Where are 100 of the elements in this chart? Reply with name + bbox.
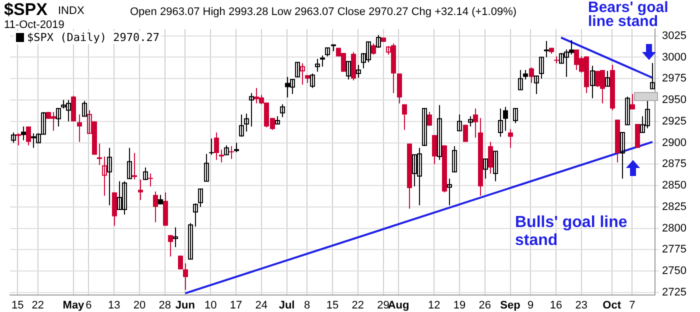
candlestick <box>234 142 239 153</box>
x-tick-label: 15 <box>326 300 339 312</box>
x-tick-label: 20 <box>133 300 146 312</box>
y-tick-label: 3000 <box>662 51 686 64</box>
candlestick <box>239 114 244 138</box>
candlestick <box>437 104 442 160</box>
candlestick <box>224 144 229 156</box>
candlestick <box>102 156 107 196</box>
candlestick <box>310 72 315 89</box>
candlestick <box>447 178 452 206</box>
x-tick-label: 29 <box>377 300 390 312</box>
annotation: Bulls' goal line stand <box>515 214 628 250</box>
candlestick <box>56 108 61 128</box>
candlestick <box>204 153 209 182</box>
candlestick <box>300 62 305 86</box>
annotation: Bears' goal line stand <box>588 0 670 30</box>
candlestick <box>198 188 203 208</box>
candlestick <box>153 191 158 223</box>
candlestick <box>513 108 518 124</box>
y-tick-label: 2775 <box>662 244 686 256</box>
x-tick-label: 12 <box>428 300 440 312</box>
candlestick <box>432 134 437 165</box>
candlestick <box>295 62 300 78</box>
y-tick-label: 2950 <box>662 94 686 106</box>
candlestick <box>26 126 31 146</box>
candlestick <box>402 104 407 130</box>
x-tick-label: 19 <box>453 300 466 312</box>
candlestick <box>244 113 249 132</box>
candlestick <box>452 146 457 172</box>
candlestick <box>209 138 214 156</box>
candlestick <box>488 141 493 174</box>
candlestick <box>356 64 361 78</box>
y-tick-label: 2925 <box>662 115 686 128</box>
legend-label: $SPX (Daily) 2970.27 <box>27 31 160 44</box>
candlestick <box>468 116 473 128</box>
x-tick-label: 22 <box>352 300 364 312</box>
candlestick <box>590 65 595 99</box>
candlestick <box>148 173 153 187</box>
candlestick <box>193 202 198 228</box>
candlestick <box>112 192 117 226</box>
y-tick-label: 2975 <box>662 72 686 85</box>
x-tick-label: 24 <box>255 300 268 312</box>
candlestick <box>503 106 508 132</box>
x-tick-label: 7 <box>629 300 636 312</box>
chart-subtitle: INDX <box>58 5 84 17</box>
x-tick-label: 17 <box>230 300 242 312</box>
candlestick <box>498 108 503 138</box>
candlestick <box>483 158 488 180</box>
y-tick-label: 3025 <box>662 30 686 42</box>
y-tick-label: 2725 <box>662 286 686 298</box>
x-tick-label: 16 <box>550 300 562 312</box>
candlestick <box>16 132 21 146</box>
candlestick <box>473 108 478 138</box>
x-tick-label: May <box>62 300 86 312</box>
candlestick <box>523 70 528 80</box>
candlestick <box>346 61 351 80</box>
candlestick <box>427 111 432 126</box>
candlestick <box>219 149 224 163</box>
x-tick-label: 22 <box>32 300 44 312</box>
candlestick <box>539 56 544 80</box>
candlestick <box>376 34 381 48</box>
x-tick-label: 26 <box>478 300 491 312</box>
y-tick-label: 2750 <box>662 265 686 278</box>
candlestick <box>650 62 655 90</box>
candlestick <box>508 128 513 148</box>
candlestick <box>315 58 320 72</box>
candlestick <box>77 114 82 142</box>
y-tick-label: 2800 <box>662 222 686 234</box>
text: Open 2963.07 High 2993.28 Low 2963.07 Close 2970.27 Chg +32.14 (+1.09%) <box>130 6 517 18</box>
candlestick <box>214 132 219 160</box>
candlestick <box>21 126 26 141</box>
candlestick <box>625 96 630 126</box>
x-tick-label: Oct <box>602 300 622 312</box>
candlestick <box>82 100 87 117</box>
candlestick <box>249 92 254 128</box>
x-tick-label: Jun <box>175 300 196 312</box>
candlestick <box>183 262 188 290</box>
candlestick <box>422 108 427 147</box>
x-tick-label: 10 <box>204 300 217 312</box>
chart-title: $SPX <box>4 0 48 20</box>
y-tick-label: 2900 <box>662 136 686 149</box>
candlestick <box>188 222 193 260</box>
candlestick <box>143 167 148 180</box>
candlestick <box>138 179 143 201</box>
x-tick-label: 15 <box>11 300 24 312</box>
y-tick-label: 2850 <box>662 180 686 192</box>
candlestick <box>229 146 234 160</box>
candlestick <box>397 72 402 104</box>
candlestick <box>127 147 132 180</box>
candlestick <box>11 132 16 144</box>
candlestick <box>280 104 285 118</box>
candlestick <box>518 70 523 90</box>
y-tick-label: 2875 <box>662 158 686 170</box>
x-tick-label: 9 <box>528 300 534 312</box>
x-tick-label: Aug <box>388 300 410 312</box>
candlestick <box>320 55 325 68</box>
x-tick-label: Sep <box>500 300 521 312</box>
candlestick <box>158 194 163 205</box>
candlestick <box>534 76 539 95</box>
candlestick <box>371 43 376 56</box>
